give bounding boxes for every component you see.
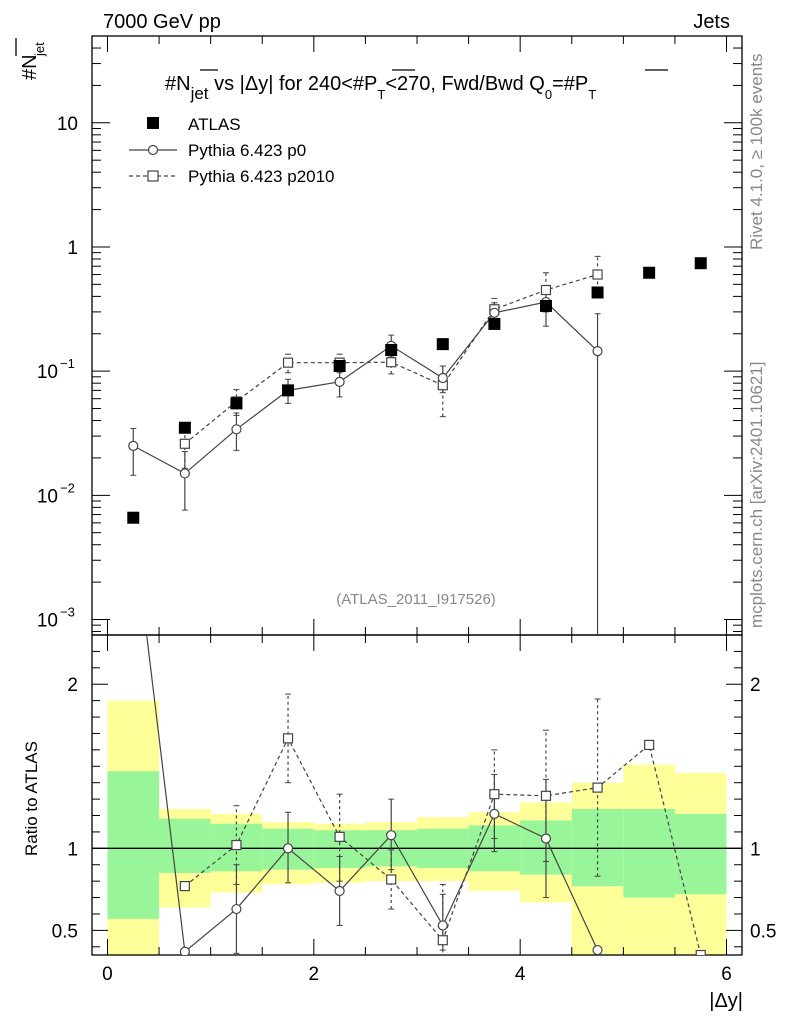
marker-atlas	[436, 338, 449, 351]
ratio-line-p2010	[184, 737, 702, 955]
marker-p2010	[179, 438, 190, 449]
marker-p2010	[282, 357, 294, 368]
ratio-line-p0	[146, 635, 599, 953]
watermark: (ATLAS_2011_I917526)	[336, 591, 496, 608]
rivet-label: Rivet 4.1.0, ≥ 100k events	[747, 54, 766, 250]
ratio-marker-p0	[540, 833, 552, 844]
ratio-marker-p2010	[437, 935, 448, 946]
ratio-marker-p2010	[334, 831, 345, 842]
ratio-series	[146, 635, 706, 955]
marker-p0	[592, 346, 603, 357]
legend-label-p0: Pythia 6.423 p0	[188, 141, 306, 160]
marker-atlas	[282, 384, 295, 397]
plot-title: #Njet vs |Δy| for 240<#PT<270, Fwd/Bwd Q…	[165, 73, 596, 103]
energy-label: 7000 GeV pp	[103, 11, 221, 33]
marker-p0	[231, 424, 242, 435]
ratio-band-green	[674, 813, 727, 895]
ratio-y-tick-label-right: 1	[750, 839, 761, 860]
ratio-marker-p2010	[644, 739, 655, 751]
ratio-band-green	[159, 818, 211, 873]
ratio-marker-p0	[231, 903, 242, 915]
ratio-bands	[107, 700, 727, 955]
x-tick-label: 2	[309, 964, 320, 985]
main-series	[127, 255, 707, 635]
y-tick-label-exp: −2	[60, 480, 75, 495]
marker-atlas	[230, 397, 243, 410]
y-tick-label-exp: −1	[60, 356, 75, 371]
marker-atlas	[333, 359, 346, 372]
marker-p0	[437, 372, 448, 384]
ratio-marker-p2010	[592, 782, 603, 793]
ratio-marker-p0	[179, 946, 190, 955]
ratio-y-tick-label: 2	[67, 675, 78, 696]
y-tick-label: 10	[57, 114, 78, 135]
marker-p0	[334, 376, 345, 387]
ratio-band-green	[623, 808, 675, 898]
ratio-band-green	[107, 771, 160, 919]
x-axis-label: |Δy|	[709, 990, 743, 1012]
marker-p0	[179, 468, 190, 479]
legend-label-p2010: Pythia 6.423 p2010	[188, 167, 335, 186]
ratio-y-tick-label: 1	[67, 839, 78, 860]
svg-text:#N: #N	[19, 54, 41, 80]
y-tick-label: 10	[37, 486, 58, 507]
ratio-marker-p2010	[540, 790, 552, 801]
marker-p2010	[540, 284, 552, 296]
ratio-marker-p2010	[386, 874, 397, 885]
marker-atlas	[385, 343, 398, 356]
ratio-marker-p0	[282, 843, 294, 854]
ratio-y-tick-label-right: 2	[750, 675, 761, 696]
y-tick-label: 10	[37, 610, 58, 631]
ratio-marker-p2010	[489, 789, 500, 800]
legend-label-atlas: ATLAS	[188, 115, 241, 134]
ratio-y-tick-label-right: 0.5	[750, 921, 776, 942]
marker-atlas	[488, 317, 501, 330]
marker-p2010	[386, 357, 397, 368]
ratio-y-label: Ratio to ATLAS	[22, 741, 41, 856]
ratio-marker-p2010	[231, 839, 242, 851]
ratio-marker-p0	[386, 830, 397, 841]
marker-atlas	[643, 266, 656, 279]
marker-p2010	[592, 269, 603, 280]
ratio-marker-p0	[334, 885, 345, 897]
ratio-y-tick-label: 0.5	[52, 921, 78, 942]
y-axis-label: #N jet	[19, 42, 47, 80]
marker-atlas	[127, 511, 140, 524]
legend-marker-p2010	[147, 170, 159, 182]
ratio-marker-p2010	[695, 949, 706, 955]
x-tick-label: 4	[515, 964, 526, 985]
x-tick-label: 6	[721, 964, 732, 985]
legend: ATLAS Pythia 6.423 p0 Pythia 6.423 p2010	[129, 115, 335, 186]
marker-atlas	[539, 299, 552, 312]
category-label: Jets	[693, 11, 730, 33]
mcplots-label: mcplots.cern.ch [arXiv:2401.10621]	[747, 362, 766, 628]
ratio-marker-p0	[489, 808, 500, 819]
marker-atlas	[591, 286, 604, 299]
y-tick-label-exp: −3	[60, 604, 75, 619]
marker-atlas	[178, 421, 191, 434]
ratio-marker-p2010	[179, 880, 190, 892]
marker-atlas	[694, 257, 707, 270]
marker-p0	[128, 440, 139, 451]
ratio-marker-p2010	[282, 733, 294, 744]
series-line-p0	[132, 301, 598, 475]
legend-marker-atlas	[147, 117, 159, 129]
x-tick-label: 0	[102, 964, 113, 985]
ratio-marker-p0	[437, 920, 448, 931]
marker-p0	[489, 307, 500, 318]
ratio-marker-p0	[592, 944, 603, 955]
y-tick-label: 10	[37, 362, 58, 383]
legend-marker-p0	[147, 144, 159, 156]
svg-text:jet: jet	[32, 42, 47, 57]
y-tick-label: 1	[67, 238, 78, 259]
